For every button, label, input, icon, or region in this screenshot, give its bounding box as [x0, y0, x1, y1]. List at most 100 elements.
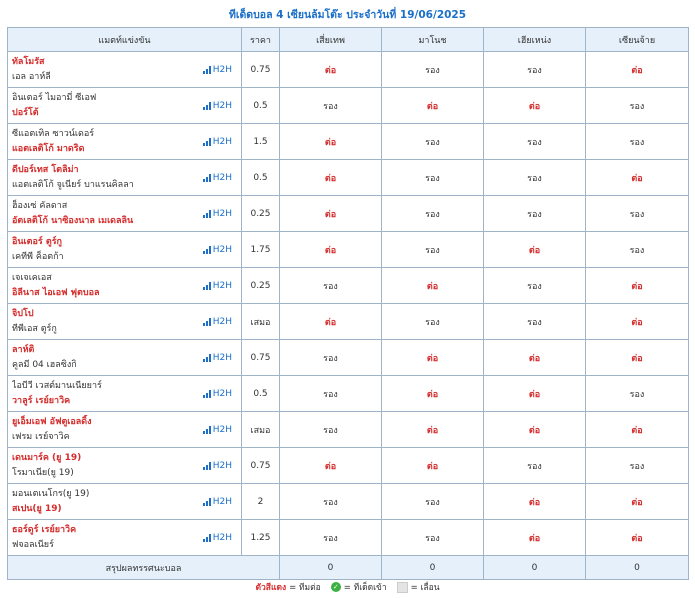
pick-cell: รอง	[381, 159, 484, 196]
pick-cell: รอง	[279, 375, 382, 412]
h2h-link[interactable]: H2H	[202, 64, 232, 75]
h2h-link[interactable]: H2H	[202, 461, 232, 471]
pick-cell: ต่อ	[483, 231, 586, 268]
price-cell: 0.75	[241, 51, 280, 88]
home-team: อินเตอร์ ไมอามี่ ซีเอฟ	[12, 92, 97, 103]
h2h-link[interactable]: H2H	[202, 389, 232, 399]
away-team: คูลมี 04 เฮลซิงกิ	[12, 359, 77, 370]
away-team: เฟรม เรย์จาวิค	[12, 431, 70, 442]
price-cell: 1.25	[241, 519, 280, 556]
pick-cell: รอง	[279, 339, 382, 376]
table-header-row: แมตท์แข่งขัน ราคา เสี่ยเทพ มาโนช เฮียเหน…	[7, 27, 689, 52]
pick-cell: ต่อ	[381, 411, 484, 448]
summary-score: 0	[279, 555, 382, 580]
pick-cell: รอง	[279, 411, 382, 448]
home-team: จิปโป	[12, 308, 34, 319]
h2h-link[interactable]: H2H	[202, 425, 232, 435]
signal-bars-icon	[202, 137, 211, 146]
h2h-link[interactable]: H2H	[202, 209, 232, 219]
h2h-link[interactable]: H2H	[202, 172, 232, 183]
away-team: อิลีนาส ไอเอฟ ฟุตบอล	[12, 287, 100, 298]
pick-cell: ต่อ	[279, 195, 382, 232]
pick-cell: รอง	[381, 303, 484, 340]
pick-cell: ต่อ	[585, 483, 689, 520]
price-cell: เสมอ	[241, 303, 280, 340]
table-row: ยูเอ็มเอฟ อัฟตูเอลดิ้ง เฟรม เรย์จาวิค H2H เ…	[7, 411, 689, 448]
legend-red-desc: = ทีมต่อ	[289, 583, 321, 593]
price-cell: 1.5	[241, 123, 280, 160]
pick-cell: ต่อ	[483, 375, 586, 412]
pick-cell: รอง	[483, 123, 586, 160]
price-cell: 0.75	[241, 447, 280, 484]
price-cell: 0.5	[241, 375, 280, 412]
pick-cell: รอง	[381, 195, 484, 232]
h2h-link[interactable]: H2H	[202, 101, 232, 111]
home-team: ทัลโมรัส	[12, 56, 45, 67]
pick-cell: ต่อ	[585, 159, 689, 196]
match-cell: จิปโป ทีพีเอส ตูร์กู H2H	[7, 303, 242, 340]
h2h-label: H2H	[212, 64, 232, 75]
match-cell: ดีปอร์เทส โตลิม่าแอตเลติโก้ จูเนียร์ บาแ…	[7, 159, 242, 196]
match-cell: เดนมาร์ค (ยู 19) โรมาเนีย(ยู 19) H2H	[7, 447, 242, 484]
h2h-link[interactable]: H2H	[202, 497, 232, 507]
pick-cell: รอง	[483, 267, 586, 304]
pick-cell: ต่อ	[279, 51, 382, 88]
price-cell: 0.25	[241, 267, 280, 304]
summary-score: 0	[381, 555, 484, 580]
home-team: ดีปอร์เทส โตลิม่า	[12, 164, 79, 175]
home-team: ไอบีวี เวสต์มานเนียยาร์	[12, 380, 102, 391]
match-cell: ลาห์ติ คูลมี 04 เฮลซิงกิ H2H	[7, 339, 242, 376]
pick-cell: รอง	[381, 51, 484, 88]
price-cell: 0.5	[241, 87, 280, 124]
pick-cell: ต่อ	[585, 51, 689, 88]
pick-cell: ต่อ	[279, 303, 382, 340]
home-team: ซีแอตเทิล ซาวน์เดอร์	[12, 128, 95, 139]
header-expert-3: เฮียเหน่ง	[483, 27, 586, 52]
signal-bars-icon	[202, 209, 211, 218]
table-row: เดนมาร์ค (ยู 19) โรมาเนีย(ยู 19) H2H 0.75 ต่…	[7, 447, 689, 484]
away-team: แอตเลติโก้ จูเนียร์ บาแรนคิลลา	[12, 179, 134, 190]
h2h-link[interactable]: H2H	[202, 137, 232, 147]
away-team: โรมาเนีย(ยู 19)	[12, 467, 74, 478]
pick-cell: ต่อ	[279, 447, 382, 484]
home-team: ยูเอ็มเอฟ อัฟตูเอลดิ้ง	[12, 416, 92, 427]
h2h-link[interactable]: H2H	[202, 533, 232, 543]
signal-bars-icon	[202, 317, 211, 326]
pick-cell: ต่อ	[279, 231, 382, 268]
header-expert-2: มาโนช	[381, 27, 484, 52]
h2h-label: H2H	[212, 172, 232, 183]
h2h-link[interactable]: H2H	[202, 353, 232, 363]
price-cell: 0.25	[241, 195, 280, 232]
pick-cell: รอง	[483, 447, 586, 484]
h2h-label: H2H	[212, 280, 232, 291]
home-team: ธอร์ดูร์ เรย์ยาวิค	[12, 524, 77, 535]
legend-red-text: ตัวสีแดง	[255, 583, 287, 593]
home-team: อินเตอร์ ตูร์กู	[12, 236, 62, 247]
signal-bars-icon	[202, 353, 211, 362]
h2h-label: H2H	[212, 244, 232, 255]
h2h-link[interactable]: H2H	[202, 244, 232, 255]
pick-cell: รอง	[279, 87, 382, 124]
h2h-link[interactable]: H2H	[202, 317, 232, 327]
table-row: ลาห์ติ คูลมี 04 เฮลซิงกิ H2H 0.75 รอง ต่อ ต่อต…	[7, 339, 689, 376]
pick-cell: รอง	[585, 195, 689, 232]
pick-cell: ต่อ	[279, 159, 382, 196]
match-cell: ไอบีวี เวสต์มานเนียยาร์ วาลูร์ เรย์ยาวิค H…	[7, 375, 242, 412]
table-row: ธอร์ดูร์ เรย์ยาวิค ฟจอลเนียร์ H2H 1.25 รอง รอ…	[7, 519, 689, 556]
pick-cell: ต่อ	[279, 123, 382, 160]
pick-cell: ต่อ	[483, 339, 586, 376]
pick-cell: รอง	[483, 303, 586, 340]
table-row: ฮ็องเซ่ คัลดาส อัตเลติโก้ นาซิองนาล เมเดล…	[7, 195, 689, 232]
price-cell: 0.75	[241, 339, 280, 376]
away-team: อัตเลติโก้ นาซิองนาล เมเดลลิน	[12, 215, 134, 226]
h2h-link[interactable]: H2H	[202, 280, 232, 291]
price-cell: 2	[241, 483, 280, 520]
signal-bars-icon	[202, 245, 211, 254]
legend: ตัวสีแดง = ทีมต่อ ✓ = ทีเด็ดเข้า = เลื่อ…	[0, 580, 695, 594]
summary-score: 0	[483, 555, 586, 580]
header-match: แมตท์แข่งขัน	[7, 27, 242, 52]
pick-cell: ต่อ	[381, 267, 484, 304]
pick-cell: ต่อ	[483, 519, 586, 556]
pick-cell: รอง	[483, 159, 586, 196]
check-circle-icon: ✓	[330, 582, 341, 592]
